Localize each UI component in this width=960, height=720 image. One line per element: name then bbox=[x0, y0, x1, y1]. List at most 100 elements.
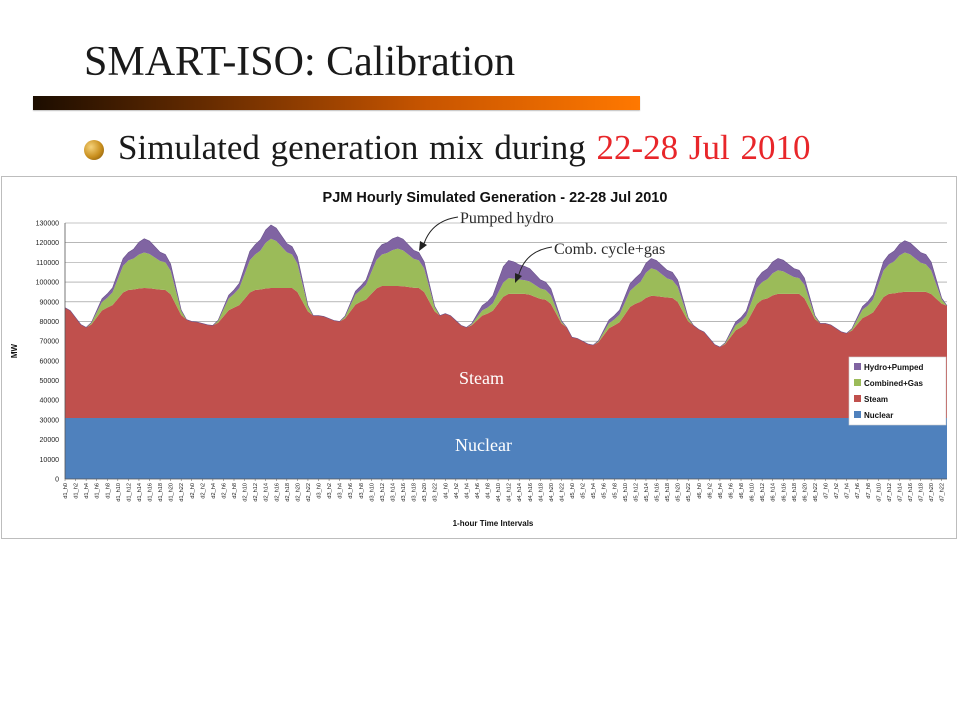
x-tick-label: d3_h22 bbox=[433, 483, 439, 502]
x-tick-label: d2_h6 bbox=[221, 483, 227, 499]
x-tick-label: d3_h18 bbox=[412, 483, 418, 502]
area-series bbox=[64, 224, 948, 479]
x-tick-label: d5_h8 bbox=[612, 483, 618, 499]
area-label-nuclear: Nuclear bbox=[455, 435, 512, 455]
x-tick-label: d5_h4 bbox=[591, 483, 597, 499]
bullet-icon bbox=[84, 140, 104, 160]
y-tick-label: 130000 bbox=[36, 221, 59, 228]
area-combined-gas bbox=[65, 238, 947, 348]
legend-label-nuclear: Nuclear bbox=[864, 411, 893, 420]
chart-legend: Hydro+Pumped Combined+Gas Steam Nuclear bbox=[848, 356, 947, 426]
bullet-text-prefix: Simulated generation mix during bbox=[118, 128, 597, 167]
x-tick-label: d5_h18 bbox=[665, 483, 671, 502]
x-tick-label: d3_h2 bbox=[327, 483, 333, 499]
x-tick-label: d4_h2 bbox=[454, 483, 460, 499]
y-tick-label: 10000 bbox=[40, 457, 60, 464]
x-tick-label: d1_h0 bbox=[63, 483, 69, 499]
x-tick-label: d1_h16 bbox=[148, 483, 154, 502]
annotation-comb-cycle: Comb. cycle+gas bbox=[554, 241, 665, 258]
x-tick-label: d5_h0 bbox=[570, 483, 576, 499]
y-tick-label: 90000 bbox=[40, 299, 60, 306]
x-tick-label: d7_h0 bbox=[824, 483, 830, 499]
x-tick-label: d7_h22 bbox=[940, 483, 946, 502]
x-tick-label: d7_h20 bbox=[929, 483, 935, 502]
annotation-comb-cycle-arrow bbox=[517, 246, 553, 279]
x-tick-label: d2_h2 bbox=[200, 483, 206, 499]
x-tick-label: d6_h0 bbox=[697, 483, 703, 499]
x-tick-label: d1_h8 bbox=[105, 483, 111, 499]
x-tick-label: d1_h14 bbox=[137, 483, 143, 502]
y-tick-label: 70000 bbox=[40, 339, 60, 346]
legend-swatch-steam bbox=[854, 395, 861, 402]
bullet-text-date: 22-28 Jul 2010 bbox=[596, 128, 811, 167]
x-tick-label: d3_h10 bbox=[369, 483, 375, 502]
stack-outline bbox=[64, 224, 948, 348]
x-tick-label: d2_h14 bbox=[264, 483, 270, 502]
annotation-pumped-hydro-arrow bbox=[422, 216, 459, 248]
y-tick-label: 80000 bbox=[40, 319, 60, 326]
x-tick-label: d3_h6 bbox=[348, 483, 354, 499]
x-tick-label: d3_h8 bbox=[359, 483, 365, 499]
x-tick-label: d1_h6 bbox=[95, 483, 101, 499]
chart-frame: PJM Hourly Simulated Generation - 22-28 … bbox=[1, 176, 957, 539]
x-tick-label: d7_h14 bbox=[897, 483, 903, 502]
stacked-area-chart: PJM Hourly Simulated Generation - 22-28 … bbox=[10, 190, 948, 528]
x-tick-label: d5_h14 bbox=[644, 483, 650, 502]
area-label-steam: Steam bbox=[459, 368, 504, 388]
x-tick-label: d3_h16 bbox=[401, 483, 407, 502]
x-tick-label: d6_h8 bbox=[739, 483, 745, 499]
x-tick-label: d4_h14 bbox=[517, 483, 523, 502]
x-tick-label: d1_h4 bbox=[84, 483, 90, 499]
x-tick-label: d1_h20 bbox=[169, 483, 175, 502]
x-tick-label: d5_h16 bbox=[655, 483, 661, 502]
x-tick-label: d1_h18 bbox=[158, 483, 164, 502]
x-tick-label: d1_h10 bbox=[116, 483, 122, 502]
x-tick-label: d6_h16 bbox=[781, 483, 787, 502]
x-tick-label: d3_h20 bbox=[422, 483, 428, 502]
x-axis-title: 1-hour Time Intervals bbox=[453, 519, 534, 528]
legend-label-hydro-pumped: Hydro+Pumped bbox=[864, 363, 923, 372]
x-tick-label: d2_h10 bbox=[243, 483, 249, 502]
bullet-text: Simulated generation mix during 22-28 Ju… bbox=[118, 128, 810, 168]
x-tick-label: d2_h0 bbox=[190, 483, 196, 499]
x-tick-label: d4_h12 bbox=[507, 483, 513, 502]
x-tick-label: d6_h12 bbox=[760, 483, 766, 502]
axes bbox=[64, 223, 947, 481]
x-tick-label: d2_h18 bbox=[285, 483, 291, 502]
chart-title: PJM Hourly Simulated Generation - 22-28 … bbox=[323, 190, 668, 206]
x-tick-label: d7_h4 bbox=[845, 483, 851, 499]
x-tick-label: d5_h2 bbox=[581, 483, 587, 499]
y-tick-label: 110000 bbox=[36, 260, 59, 267]
x-tick-label: d6_h20 bbox=[802, 483, 808, 502]
x-tick-label: d4_h8 bbox=[486, 483, 492, 499]
x-tick-label: d6_h4 bbox=[718, 483, 724, 499]
x-tick-label: d4_h22 bbox=[559, 483, 565, 502]
x-tick-label: d3_h0 bbox=[317, 483, 323, 499]
x-tick-label: d5_h6 bbox=[602, 483, 608, 499]
x-tick-labels: d1_h0 d1_h2 d1_h4 d1_h6 d1_h8 d1_h10 d1_h12 d1_… bbox=[63, 483, 946, 502]
annotation-pumped-hydro-arrowhead bbox=[419, 241, 427, 251]
y-tick-labels: 0 10000 20000 30000 40000 50000 60000 70000 8000… bbox=[36, 221, 59, 484]
x-tick-label: d6_h6 bbox=[728, 483, 734, 499]
area-nuclear bbox=[65, 417, 947, 479]
x-tick-label: d7_h2 bbox=[834, 483, 840, 499]
x-tick-label: d3_h4 bbox=[338, 483, 344, 499]
x-tick-label: d3_h14 bbox=[390, 483, 396, 502]
x-tick-label: d4_h10 bbox=[496, 483, 502, 502]
x-tick-label: d2_h22 bbox=[306, 483, 312, 502]
y-tick-label: 50000 bbox=[40, 378, 60, 385]
legend-swatch-combined-gas bbox=[854, 379, 861, 386]
y-tick-label: 20000 bbox=[40, 437, 60, 444]
x-tick-label: d4_h4 bbox=[464, 483, 470, 499]
area-steam bbox=[65, 286, 947, 418]
x-tick-label: d2_h12 bbox=[253, 483, 259, 502]
y-tick-label: 100000 bbox=[36, 280, 59, 287]
x-tick-label: d4_h20 bbox=[549, 483, 555, 502]
x-tick-label: d1_h12 bbox=[126, 483, 132, 502]
legend-label-combined-gas: Combined+Gas bbox=[864, 379, 923, 388]
x-tick-label: d7_h18 bbox=[919, 483, 925, 502]
x-tick-label: d6_h2 bbox=[707, 483, 713, 499]
x-tick-label: d2_h4 bbox=[211, 483, 217, 499]
x-tick-label: d4_h6 bbox=[475, 483, 481, 499]
y-tick-label: 0 bbox=[55, 477, 59, 484]
